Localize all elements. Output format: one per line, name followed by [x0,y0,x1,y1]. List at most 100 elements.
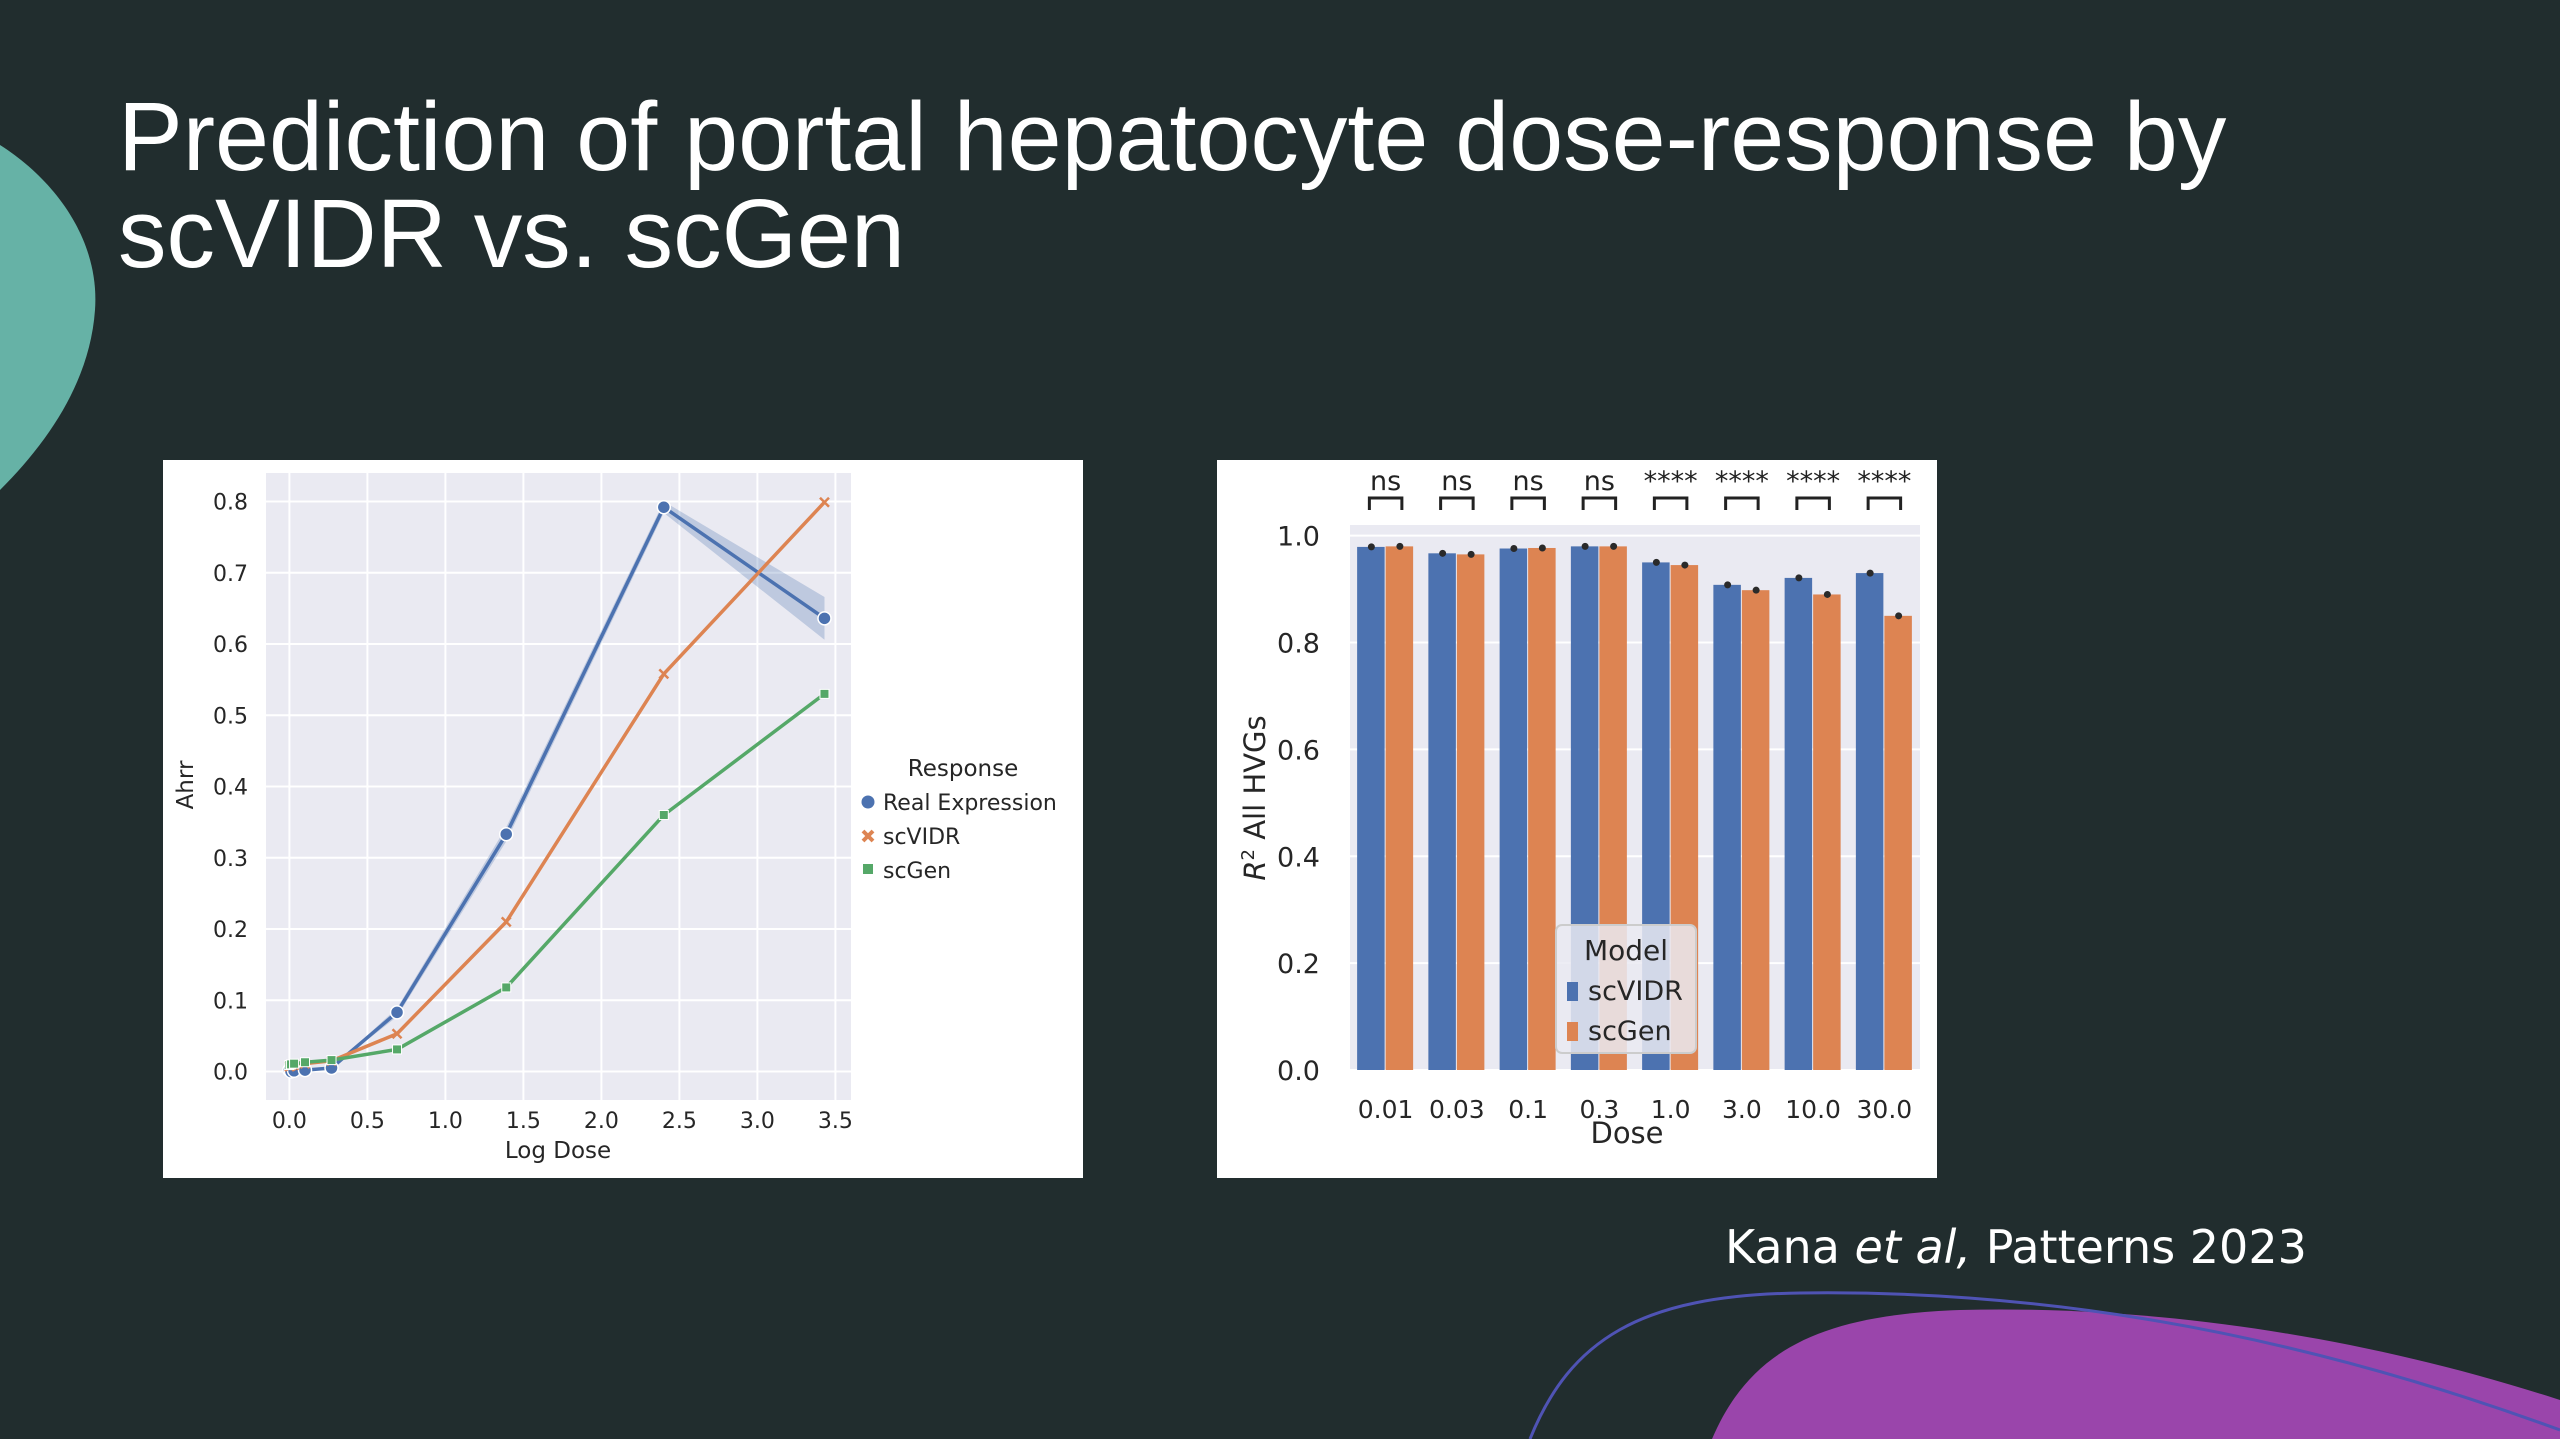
citation-source: Patterns 2023 [1971,1220,2307,1274]
y-tick-label: 0.5 [213,704,248,729]
x-tick-label: 0.0 [272,1109,307,1134]
point-scvidr [391,1028,403,1040]
y-tick-label: 0.2 [1277,949,1320,980]
error-bar-scvidr [1795,574,1803,582]
error-bar-scgen [1895,612,1903,620]
significance-label: ns [1370,466,1401,497]
y-tick-label: 0.4 [213,776,248,801]
y-tick-label: 0.0 [1277,1056,1320,1087]
slide-title-line-1: Prediction of portal hepatocyte dose-res… [118,82,2227,191]
x-tick-label: 30.0 [1857,1095,1913,1124]
legend-label-scvidr: scVIDR [1588,976,1683,1007]
point-scgen [392,1044,403,1055]
x-axis-label: Log Dose [505,1138,611,1164]
bar-chart: 0.01 0.03 0.1 0.3 1.0 3.0 10.0 30.0 0.0 0.2 0.4 0.… [1238,466,1920,1150]
y-tick-label: 0.6 [1277,735,1320,766]
bar-scgen [1884,615,1912,1070]
point-scgen [300,1057,310,1068]
error-bar-scgen [1823,590,1831,598]
error-bar-scgen [1538,544,1546,552]
slide-title-line-2: scVIDR vs. scGen [118,179,905,288]
x-tick-label: 2.5 [662,1109,697,1134]
significance-bracket [1581,496,1618,510]
y-tick-label: 0.7 [213,562,248,587]
bar-scgen [1528,547,1556,1070]
point-scgen [658,810,669,820]
point-scgen [501,982,512,993]
x-axis-label: Dose [1590,1116,1663,1150]
x-tick-label: 3.0 [1722,1095,1762,1124]
error-bar-scvidr [1367,543,1375,551]
point-real-expression [656,499,672,515]
y-axis-label-rest: All HVGs [1238,715,1272,849]
point-scvidr [819,496,830,508]
teal-shape [0,145,96,490]
significance-bracket [1367,496,1404,510]
y-axis-label: R2 All HVGs [1238,715,1272,880]
y-tick-label: 0.8 [1277,629,1320,660]
x-tick-label: 1.5 [506,1109,541,1134]
y-axis-label-r: R [1238,860,1272,880]
x-tick-label: 0.03 [1429,1095,1485,1124]
x-tick-label: 3.5 [818,1109,853,1134]
legend: Model scVIDR scGen [1555,924,1697,1054]
significance-bracket [1510,496,1546,510]
error-bar-scgen [1396,542,1404,550]
x-tick-label: 1.0 [428,1109,463,1134]
bar-scgen [1741,590,1770,1070]
bar-scvidr [1713,584,1741,1070]
y-axis-label-superscript: 2 [1238,849,1259,860]
legend-frame [1555,924,1697,1054]
legend-label-scgen: scGen [883,859,951,884]
significance-bracket [1795,496,1831,510]
legend-label-scvidr: scVIDR [883,825,960,850]
error-bar-scvidr [1652,558,1660,566]
x-tick-label: 0.3 [1579,1095,1619,1124]
citation-author: Kana [1725,1220,1855,1274]
y-tick-label: 0.1 [213,989,248,1014]
significance-label: ns [1441,466,1472,497]
slide-title: Prediction of portal hepatocyte dose-res… [118,88,2418,282]
legend-marker-scvidr [861,829,875,843]
x-tick-label: 0.1 [1508,1095,1548,1124]
error-bar-scvidr [1581,542,1589,550]
x-tick-label: 2.0 [584,1109,619,1134]
error-bar-scgen [1467,550,1475,558]
x-tick-label: 10.0 [1785,1095,1841,1124]
bar-scvidr [1855,573,1884,1070]
point-scgen [326,1055,337,1066]
significance-bracket [1866,496,1903,510]
error-bar-scvidr [1510,545,1518,553]
point-scgen [819,688,830,699]
y-tick-label: 0.0 [213,1061,248,1086]
legend-swatch-scvidr [1567,982,1578,1001]
error-bar-scgen [1610,542,1618,550]
bar-scvidr [1784,577,1813,1070]
y-tick-label: 0.2 [213,918,248,943]
y-tick-label: 0.3 [213,847,248,872]
significance-bracket [1439,496,1475,510]
point-scvidr [500,916,512,928]
legend-title: Model [1584,934,1668,967]
point-real-expression [498,826,514,842]
significance-label: **** [1715,466,1769,497]
error-bar-scgen [1752,586,1760,594]
purple-shape [1712,1309,2560,1439]
bar-chart-panel: 0.01 0.03 0.1 0.3 1.0 3.0 10.0 30.0 0.0 0.2 0.4 0.… [1217,460,1937,1178]
bar-scgen [1813,594,1841,1070]
error-bar-scvidr [1724,581,1732,589]
bar-scvidr [1357,546,1385,1070]
y-tick-label: 0.8 [213,491,248,516]
citation-etal: et al, [1854,1220,1972,1274]
legend-label-real-expression: Real Expression [883,791,1057,816]
point-scgen [289,1058,300,1069]
error-bar-scvidr [1866,569,1874,577]
point-real-expression [389,1005,405,1020]
legend-title: Response [908,756,1018,782]
bar-scgen [1456,554,1485,1070]
legend-label-scgen: scGen [1588,1016,1672,1047]
point-real-expression [817,611,832,626]
error-bar-scvidr [1439,549,1447,557]
line-chart-panel: 0.0 0.5 1.0 1.5 2.0 2.5 3.0 3.5 0.0 0.1 0.2 0.3 0.4… [163,460,1083,1178]
